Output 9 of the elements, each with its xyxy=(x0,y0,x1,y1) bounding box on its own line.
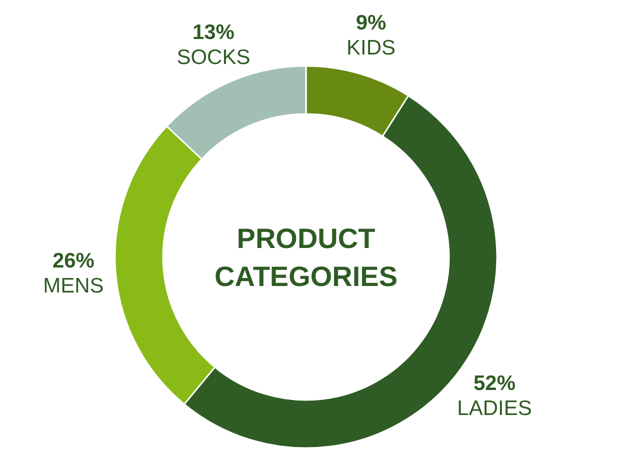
data-label: 26% xyxy=(52,250,95,273)
slice-label: MENS xyxy=(43,274,104,298)
slice-label: LADIES xyxy=(457,396,532,420)
text: PRODUCT CATEGORIES xyxy=(214,223,398,292)
slice-label: SOCKS xyxy=(176,46,250,70)
data-label: 9% xyxy=(356,11,387,34)
data-label: 13% xyxy=(192,21,235,44)
data-label: 52% xyxy=(473,372,516,395)
slice-label: KIDS xyxy=(346,36,396,60)
